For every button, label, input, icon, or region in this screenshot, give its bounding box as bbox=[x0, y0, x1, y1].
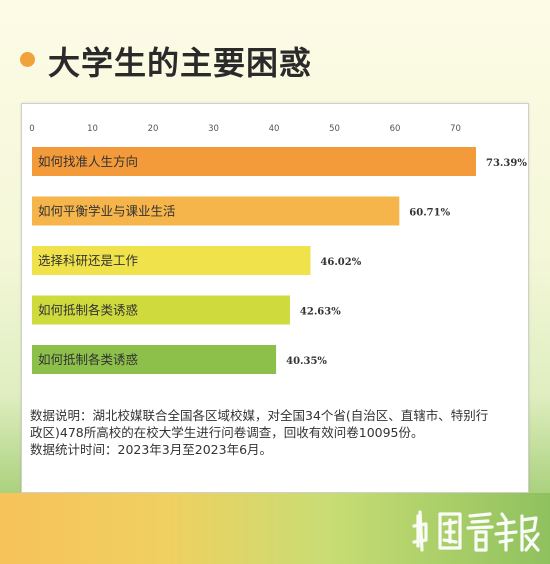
bar bbox=[32, 345, 277, 374]
data-note-line-1: 数据说明：湖北校媒联合全国各区域校媒，对全国34个省(自治区、直辖市、特别行 bbox=[30, 408, 489, 423]
x-tick-label: 50 bbox=[329, 124, 340, 134]
bar-category-label: 如何抵制各类诱惑 bbox=[38, 303, 138, 318]
x-tick-label: 0 bbox=[29, 124, 34, 134]
bar-category-label: 如何抵制各类诱惑 bbox=[38, 352, 138, 367]
x-tick-label: 30 bbox=[208, 124, 219, 134]
page-title: 大学生的主要困惑 bbox=[48, 44, 313, 82]
header: 大学生的主要困惑 bbox=[0, 0, 550, 100]
bar-value-label: 60.71% bbox=[409, 208, 450, 219]
bar-value-label: 46.02% bbox=[320, 257, 361, 268]
bar-value-label: 40.35% bbox=[286, 356, 327, 367]
bar bbox=[32, 147, 477, 176]
bottom-decorative-strip bbox=[0, 493, 550, 564]
x-tick-label: 10 bbox=[87, 124, 98, 134]
x-tick-label: 60 bbox=[390, 124, 401, 134]
data-period-note: 数据统计时间：2023年3月至2023年6月。 bbox=[30, 442, 273, 457]
title-bullet-dot bbox=[20, 52, 35, 67]
china-youth-daily-logo-icon bbox=[412, 510, 540, 552]
data-note-line-2: 政区)478所高校的在校大学生进行问卷调查，回收有效问卷10095份。 bbox=[30, 425, 424, 440]
bar-category-label: 选择科研还是工作 bbox=[38, 253, 139, 268]
bar-value-label: 42.63% bbox=[300, 307, 341, 318]
bar-category-label: 如何平衡学业与课业生活 bbox=[38, 204, 176, 219]
bar-category-label: 如何找准人生方向 bbox=[38, 154, 138, 169]
bar-value-label: 73.39% bbox=[486, 158, 527, 169]
x-axis-ticks: 0 10 20 30 40 50 60 70 bbox=[29, 124, 461, 134]
bar-series: 如何找准人生方向 73.39% 如何平衡学业与课业生活 60.71% 选择科研还是工作 4… bbox=[32, 147, 527, 374]
bar bbox=[32, 196, 400, 226]
bar bbox=[32, 295, 290, 325]
x-tick-label: 70 bbox=[450, 124, 461, 134]
x-tick-label: 20 bbox=[148, 124, 159, 134]
bar bbox=[32, 246, 311, 275]
x-tick-label: 40 bbox=[269, 124, 280, 134]
